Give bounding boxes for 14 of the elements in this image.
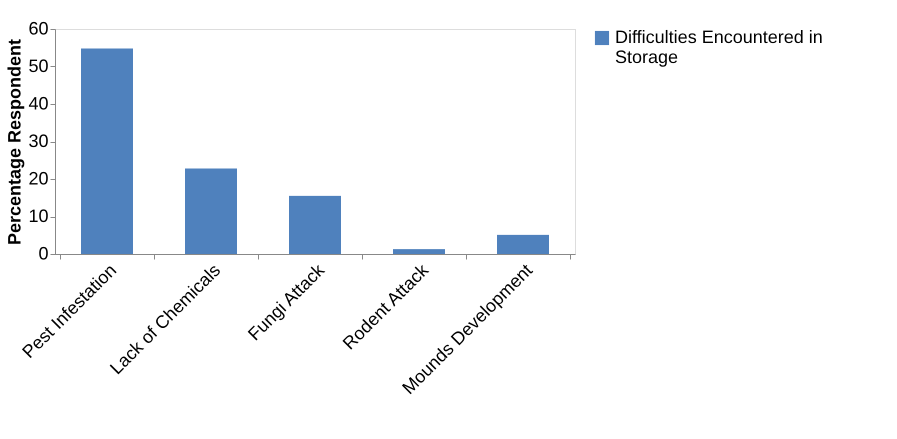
y-tick-label: 0	[38, 244, 48, 264]
bar	[81, 48, 133, 254]
y-tick-label: 50	[28, 56, 48, 76]
y-tick-label: 10	[28, 206, 48, 226]
bar	[185, 168, 237, 254]
bar	[289, 196, 341, 254]
y-tick-label: 30	[28, 131, 48, 151]
y-tick-label: 60	[28, 18, 48, 38]
legend-label: Difficulties Encountered in Storage	[615, 27, 823, 67]
y-axis-title: Percentage Respondent	[4, 38, 24, 246]
bar	[393, 249, 445, 254]
y-tick-label: 20	[28, 168, 48, 188]
y-tick-label: 40	[28, 94, 48, 114]
bar	[497, 234, 549, 254]
